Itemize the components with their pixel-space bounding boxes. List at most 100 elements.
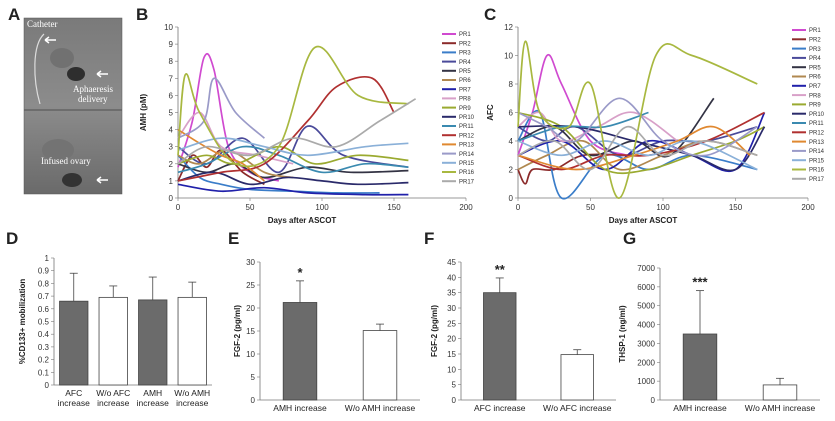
legend-label-pr4: PR4 <box>459 60 471 66</box>
legend-label-pr16: PR16 <box>459 170 475 176</box>
x-tick-label: 150 <box>387 203 401 212</box>
legend-label-pr13: PR13 <box>459 143 475 149</box>
y-tick-label: 40 <box>447 273 456 282</box>
y-tick-label: 1000 <box>637 377 655 386</box>
bar-2 <box>362 330 398 401</box>
y-tick-label: 0 <box>169 194 174 203</box>
y-tick-label: 5 <box>251 373 256 382</box>
legend-label-pr1: PR1 <box>809 28 821 34</box>
legend-label-pr1: PR1 <box>459 32 471 38</box>
series-line-pr11 <box>517 111 649 142</box>
y-tick-label: 6 <box>509 109 514 118</box>
legend-label-pr14: PR14 <box>459 152 475 158</box>
x-tick-label: 50 <box>586 203 595 212</box>
legend-label-pr5: PR5 <box>809 65 821 71</box>
chart-c: 0 2 4 6 8 10 12 0 50 100 150 200 Days after ASCOT AFC… <box>486 23 825 225</box>
bar-1 <box>59 300 89 386</box>
apheresis-label-2: delivery <box>78 94 108 104</box>
x-tick-label: 0 <box>176 203 181 212</box>
significance-marker: ** <box>495 262 506 277</box>
series-line-pr2 <box>177 149 265 186</box>
y-tick-label: 10 <box>504 52 513 61</box>
legend-label-pr16: PR16 <box>809 168 825 174</box>
legend-label-pr17: PR17 <box>809 177 825 183</box>
legend-label-pr10: PR10 <box>809 112 825 118</box>
y-tick-label: 4000 <box>637 321 655 330</box>
legend-label-pr5: PR5 <box>459 69 471 75</box>
y-tick-label: 25 <box>447 319 456 328</box>
y-tick-label: 10 <box>246 350 255 359</box>
y-tick-label: 4 <box>169 126 174 135</box>
y-tick-label: 7000 <box>637 264 655 273</box>
series-line-pr12 <box>177 75 395 182</box>
category-label: W/o AMH increase <box>745 403 816 413</box>
x-tick-label: 200 <box>801 203 815 212</box>
y-axis-title: FGF-2 (pg/ml) <box>430 305 439 357</box>
category-label: increase <box>176 398 208 408</box>
apheresis-label-1: Aphaeresis <box>73 84 113 94</box>
y-tick-label: 6 <box>169 91 174 100</box>
bar-1 <box>483 292 517 401</box>
legend-label-pr8: PR8 <box>459 97 471 103</box>
y-tick-label: 45 <box>447 258 456 267</box>
y-tick-label: 9 <box>169 40 174 49</box>
series-line-pr7 <box>177 183 409 196</box>
legend-label-pr4: PR4 <box>809 56 821 62</box>
series-line-pr11 <box>177 145 409 174</box>
y-axis-title: AFC <box>486 104 495 121</box>
legend-label-pr9: PR9 <box>459 106 471 112</box>
apheresis-blob <box>67 67 85 81</box>
category-label: W/o AMH increase <box>345 403 416 413</box>
y-axis-title: AMH (pM) <box>139 94 148 132</box>
bar-4 <box>177 296 207 386</box>
category-label: W/o AFC <box>96 388 130 398</box>
y-tick-label: 10 <box>164 23 173 32</box>
legend-label-pr6: PR6 <box>459 78 471 84</box>
series-line-pr8 <box>517 111 678 143</box>
y-tick-label: 1 <box>45 254 50 263</box>
bar-2 <box>98 296 128 386</box>
panel-letter-b: B <box>136 5 148 24</box>
y-tick-label: 0.8 <box>38 279 50 288</box>
y-tick-label: 8 <box>169 57 174 66</box>
ovary-blob <box>62 173 82 187</box>
x-tick-label: 50 <box>246 203 255 212</box>
y-tick-label: 30 <box>246 258 255 267</box>
catheter-label: Catheter <box>27 19 58 29</box>
legend-label-pr11: PR11 <box>809 121 824 127</box>
legend-label-pr12: PR12 <box>809 131 825 137</box>
y-tick-label: 0.6 <box>38 305 50 314</box>
y-tick-label: 3000 <box>637 339 655 348</box>
series-line-pr13 <box>517 125 751 171</box>
y-axis-title: %CD133+ mobilization <box>18 279 27 365</box>
y-tick-label: 5000 <box>637 302 655 311</box>
legend-label-pr13: PR13 <box>809 140 825 146</box>
category-label: increase <box>137 398 169 408</box>
x-tick-label: 0 <box>516 203 521 212</box>
panel-letter-c: C <box>484 5 496 24</box>
bar-2 <box>762 384 798 401</box>
series-line-pr5 <box>177 162 409 179</box>
panel-letter-e: E <box>228 229 239 248</box>
series-line-pr15 <box>177 137 409 157</box>
legend-label-pr10: PR10 <box>459 115 475 121</box>
legend-label-pr2: PR2 <box>809 38 821 44</box>
category-label: AFC <box>65 388 82 398</box>
legend-label-pr6: PR6 <box>809 75 821 81</box>
category-label: AMH increase <box>673 403 727 413</box>
legend-label-pr9: PR9 <box>809 103 821 109</box>
y-tick-label: 0.7 <box>38 292 50 301</box>
legend-label-pr3: PR3 <box>809 47 821 53</box>
significance-marker: *** <box>692 275 708 290</box>
y-tick-label: 0.1 <box>38 368 50 377</box>
category-label: AMH <box>143 388 162 398</box>
y-tick-label: 4 <box>509 137 514 146</box>
category-label: W/o AFC increase <box>543 403 612 413</box>
xray-shadow-1 <box>50 48 74 68</box>
y-tick-label: 1 <box>169 177 174 186</box>
series-line-pr16 <box>177 45 409 168</box>
series-line-pr17 <box>177 98 417 165</box>
series-line-pr10 <box>177 171 409 186</box>
x-tick-label: 200 <box>459 203 473 212</box>
